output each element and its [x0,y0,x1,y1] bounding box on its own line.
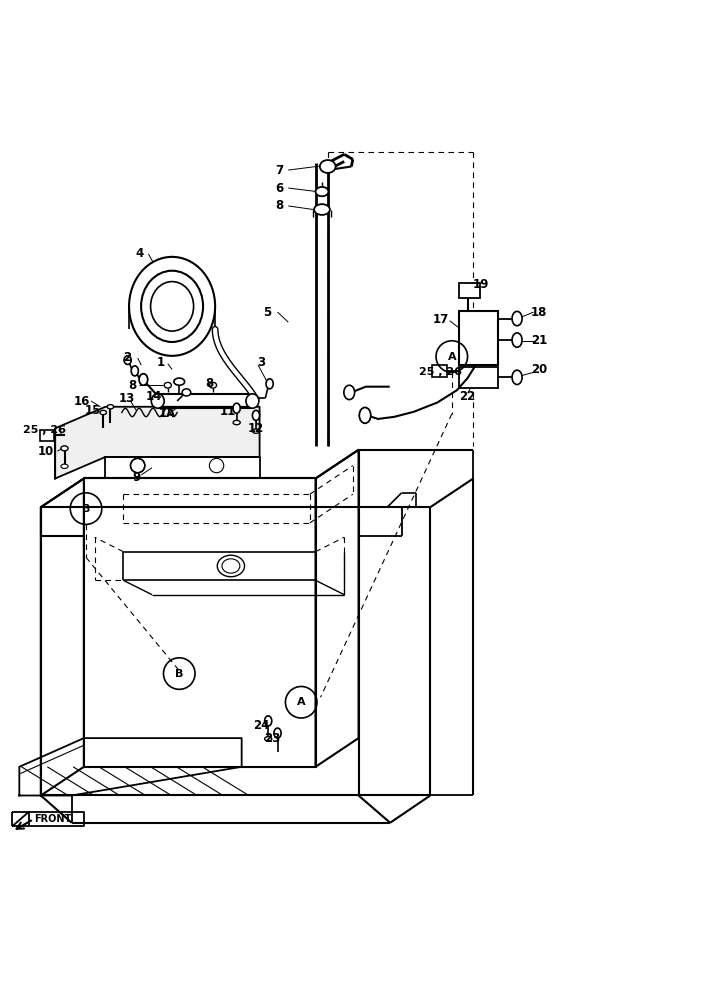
Text: 9: 9 [132,471,140,484]
Ellipse shape [124,356,131,364]
Ellipse shape [139,374,148,385]
Ellipse shape [151,394,164,408]
Ellipse shape [266,379,273,389]
Ellipse shape [274,728,281,738]
Ellipse shape [182,389,191,396]
Text: 14: 14 [146,390,162,403]
Text: 11: 11 [219,405,235,418]
Text: A: A [448,352,456,362]
Text: 15: 15 [85,404,102,417]
Ellipse shape [512,333,522,347]
Text: 25 , 26: 25 , 26 [419,367,462,377]
Text: 8: 8 [205,377,214,390]
Ellipse shape [164,382,171,388]
Text: 23: 23 [264,732,281,745]
Text: 1A: 1A [159,407,176,420]
Text: 19: 19 [472,278,489,291]
Ellipse shape [61,464,68,468]
FancyBboxPatch shape [433,365,447,377]
Text: 1: 1 [156,356,165,369]
Text: 6: 6 [276,182,284,195]
Text: 3: 3 [257,356,265,369]
Ellipse shape [141,271,203,342]
Bar [459,311,498,365]
Ellipse shape [253,410,260,420]
Polygon shape [55,407,260,478]
Ellipse shape [150,282,194,331]
Ellipse shape [174,378,184,385]
Text: 13: 13 [119,392,135,405]
Text: 12: 12 [248,422,264,435]
Ellipse shape [320,160,336,173]
Ellipse shape [233,403,240,413]
Ellipse shape [344,385,355,400]
Text: 24: 24 [253,719,269,732]
Text: B: B [82,504,90,514]
Ellipse shape [253,429,260,433]
Ellipse shape [315,187,328,196]
Text: 8: 8 [127,379,136,392]
Ellipse shape [246,394,259,408]
Text: 5: 5 [263,306,271,319]
Text: 4: 4 [135,247,143,260]
Ellipse shape [222,559,240,573]
Text: 7: 7 [276,164,284,177]
Ellipse shape [129,257,215,356]
Text: 17: 17 [432,313,449,326]
Text: 10: 10 [37,445,54,458]
Ellipse shape [265,716,271,726]
Ellipse shape [233,420,240,425]
Ellipse shape [100,410,107,415]
Text: 22: 22 [459,390,476,403]
Ellipse shape [217,555,245,577]
Ellipse shape [265,737,271,741]
Text: 2: 2 [123,351,131,364]
Bar [459,367,498,388]
Ellipse shape [107,405,114,409]
Ellipse shape [512,311,522,326]
Bar [459,283,480,298]
Ellipse shape [61,446,68,451]
Text: 16: 16 [73,395,90,408]
Text: B: B [175,669,184,679]
Text: A: A [297,697,305,707]
Text: 21: 21 [531,334,547,347]
Ellipse shape [512,370,522,385]
Text: 18: 18 [531,306,547,319]
Text: 20: 20 [531,363,547,376]
Text: 25 , 26: 25 , 26 [23,425,66,435]
Text: 8: 8 [276,199,284,212]
FancyBboxPatch shape [40,430,55,441]
Ellipse shape [314,204,330,215]
Text: FRONT: FRONT [35,814,72,824]
Ellipse shape [131,366,138,376]
Ellipse shape [210,382,217,388]
Ellipse shape [359,407,371,423]
